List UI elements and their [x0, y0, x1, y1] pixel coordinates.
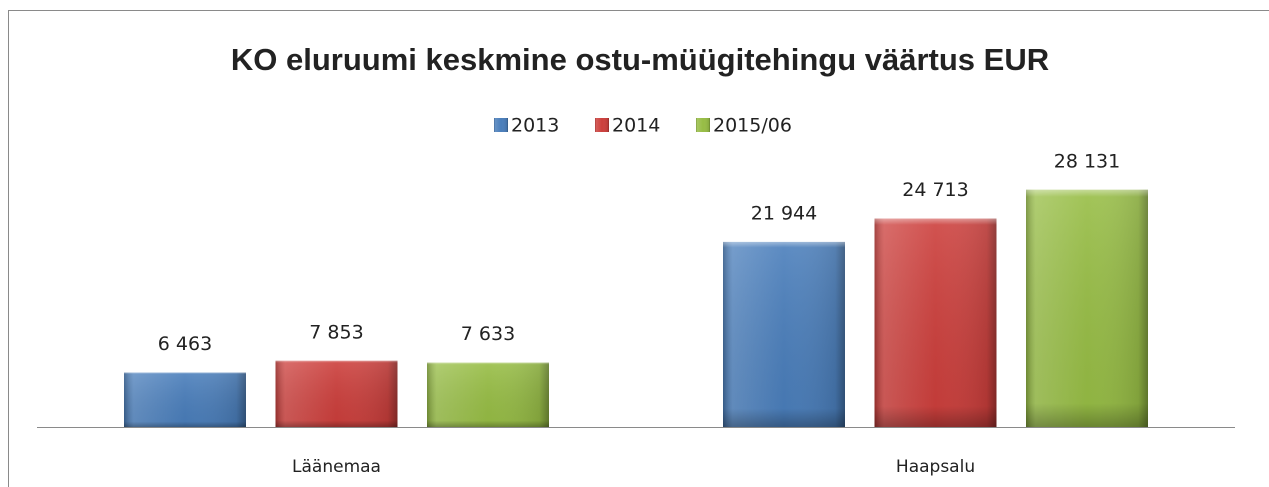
data-label: 28 131	[1054, 150, 1120, 172]
x-tick-label: Haapsalu	[896, 457, 975, 477]
data-label: 6 463	[158, 333, 212, 355]
chart-border	[8, 10, 1269, 487]
data-label: 7 853	[309, 321, 363, 343]
legend-swatch-shade	[595, 118, 609, 132]
data-label: 7 633	[461, 323, 515, 345]
legend-label: 2013	[511, 115, 559, 137]
bar-shade	[1026, 189, 1148, 427]
x-tick-label: Läänemaa	[292, 457, 381, 477]
legend-label: 2014	[612, 115, 660, 137]
bar-shade	[275, 360, 398, 427]
data-label: 21 944	[751, 202, 817, 224]
bar-shade	[723, 241, 845, 427]
bar-shade	[427, 362, 549, 427]
legend-swatch-shade	[696, 118, 710, 132]
bar-shade	[874, 218, 997, 427]
legend-label: 2015/06	[713, 115, 792, 137]
chart-title: KO eluruumi keskmine ostu-müügitehingu v…	[231, 42, 1049, 77]
data-label: 24 713	[902, 179, 968, 201]
bar-shade	[124, 372, 246, 427]
legend-swatch-shade	[494, 118, 508, 132]
